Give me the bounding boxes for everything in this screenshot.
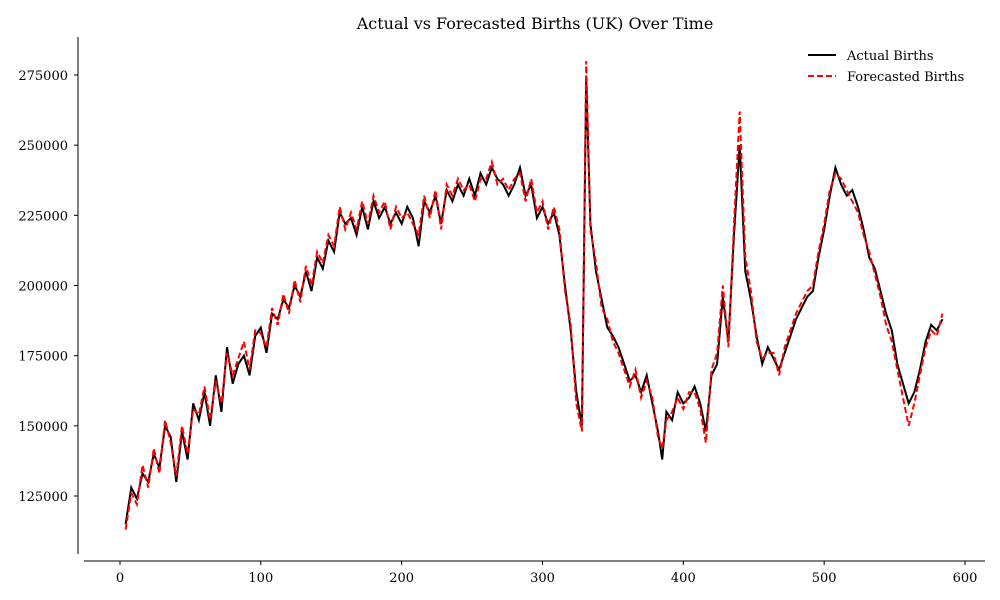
svg-text:300: 300 — [530, 571, 555, 586]
y-tick: 200000 — [18, 280, 78, 295]
y-tick: 175000 — [18, 350, 78, 365]
y-tick: 225000 — [18, 209, 78, 224]
actual-births-line — [124, 77, 944, 525]
svg-text:150000: 150000 — [18, 420, 68, 435]
x-tick: 100 — [248, 561, 273, 586]
x-tick: 600 — [953, 561, 978, 586]
y-tick: 250000 — [18, 139, 78, 154]
svg-text:225000: 225000 — [18, 209, 68, 224]
svg-text:275000: 275000 — [18, 69, 68, 84]
axes: 0 100 200 300 400 500 600 125000 150000 175000 200… — [18, 37, 985, 586]
y-tick: 275000 — [18, 69, 78, 84]
chart-title: Actual vs Forecasted Births (UK) Over Ti… — [356, 14, 714, 33]
svg-text:175000: 175000 — [18, 350, 68, 365]
svg-text:100: 100 — [248, 571, 273, 586]
x-tick: 200 — [389, 561, 414, 586]
svg-text:600: 600 — [953, 571, 978, 586]
legend-label-actual: Actual Births — [846, 49, 934, 64]
x-tick: 500 — [812, 561, 837, 586]
svg-text:125000: 125000 — [18, 490, 68, 505]
plot-area — [124, 60, 944, 530]
x-tick: 0 — [116, 561, 124, 586]
svg-text:200000: 200000 — [18, 280, 68, 295]
svg-text:500: 500 — [812, 571, 837, 586]
y-tick: 150000 — [18, 420, 78, 435]
svg-text:250000: 250000 — [18, 139, 68, 154]
svg-text:400: 400 — [671, 571, 696, 586]
svg-text:200: 200 — [389, 571, 414, 586]
y-tick: 125000 — [18, 490, 78, 505]
x-tick: 300 — [530, 561, 555, 586]
legend-label-forecast: Forecasted Births — [847, 70, 964, 85]
x-tick: 400 — [671, 561, 696, 586]
forecast-births-line — [124, 60, 944, 530]
svg-text:0: 0 — [116, 571, 124, 586]
legend: Actual Births Forecasted Births — [808, 49, 964, 85]
